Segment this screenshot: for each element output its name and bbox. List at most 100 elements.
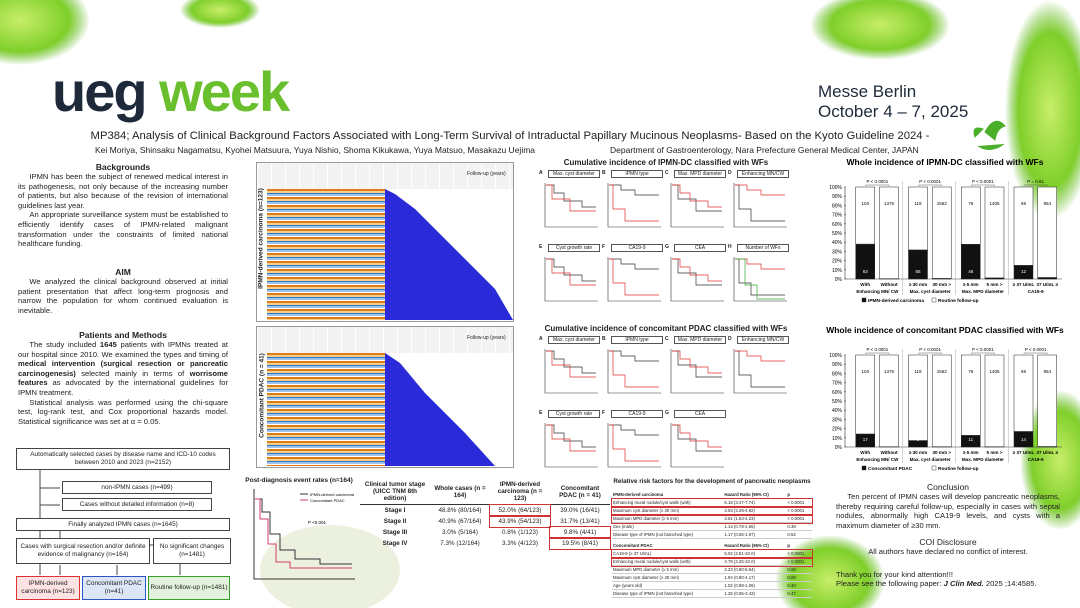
- panel-letter: D: [728, 336, 732, 342]
- side-label: IPMN-derived carcinoma (n=123): [257, 188, 265, 289]
- panel-letter: E: [539, 244, 543, 250]
- cell: Disease type of IPMN (not branched type): [613, 532, 694, 537]
- km-plot: [670, 257, 724, 302]
- axes: [733, 183, 787, 228]
- curve: [672, 184, 722, 208]
- axes: [607, 349, 661, 394]
- text: Please see the following paper:: [836, 579, 944, 589]
- cell: Hazard Ratio (95% CI): [724, 492, 769, 497]
- row: Sex (male) 1.14 (0.78-1.65) 0.38: [612, 523, 812, 531]
- row: Stage I 48.8% (80/164) 52.0% (64/123) 39.0%…: [360, 503, 610, 517]
- venue: Messe Berlin: [818, 82, 917, 101]
- flow-node: Cases without detailed information (n=8): [62, 498, 212, 511]
- panel-letter: A: [539, 170, 543, 176]
- heading: AIM: [115, 267, 131, 277]
- curve: [546, 184, 596, 208]
- axes: [733, 349, 787, 394]
- cell: Stage IV: [382, 539, 408, 547]
- flow-node: Routine follow-up (n=1481): [148, 576, 230, 600]
- cell: Disease type of IPMN (not branched type): [613, 591, 694, 596]
- km-title: Cumulative incidence of concomitant PDAC…: [544, 324, 788, 333]
- p-value: P <0.001: [308, 520, 327, 525]
- cell: 3.03 (2.29-4.92): [724, 508, 755, 513]
- cell: 7.3% (12/164): [440, 539, 480, 547]
- panel-letter: C: [665, 336, 669, 342]
- cell: 40.9% (67/164): [438, 517, 482, 525]
- flow-node: Automatically selected cases by disease …: [16, 448, 230, 470]
- axes: [544, 183, 598, 228]
- row: CA19-9 (≥ 37 U/mL) 5.02 (2.51-10.0) < 0.00…: [611, 548, 813, 559]
- cell: 0.38: [787, 524, 796, 529]
- thanks: Thank you for your kind attention!!!: [836, 570, 953, 580]
- km-panel: C Max. MPD diameter: [665, 170, 726, 238]
- heading: Patients and Methods: [79, 330, 167, 340]
- cell: 5.18 (3.47-7.74): [724, 500, 755, 505]
- row: Maximum cyst diameter (≥ 30 mm) 1.94 (0.9…: [612, 574, 812, 582]
- text-run: worrisome features: [18, 368, 228, 388]
- curve: [255, 498, 352, 565]
- curve: [735, 258, 785, 296]
- paragraph: The study included 1645 patients with IP…: [18, 340, 228, 398]
- km-panel: E Cyst growth rate: [539, 244, 600, 312]
- paragraph: IPMN has been the subject of renewed med…: [18, 172, 228, 210]
- panel-title: Enhancing MN/CW: [737, 336, 789, 344]
- row: Enhancing mural nodule/cyst walls (with)…: [611, 497, 813, 508]
- followup-area: [385, 353, 495, 466]
- cell: 0.08: [787, 567, 796, 572]
- heading: Conclusion: [926, 482, 970, 492]
- panel-letter: E: [539, 410, 543, 416]
- curve: [546, 258, 596, 282]
- panel-title: Max. MPD diameter: [674, 336, 726, 344]
- cell: 1.25 (0.65-3.43): [724, 591, 755, 596]
- cell: 39.0% (16/41): [560, 506, 600, 514]
- text-run: medical intervention (surgical resection…: [18, 359, 228, 378]
- curve: [672, 258, 722, 282]
- text-run: Statistical analysis was performed using…: [18, 397, 228, 426]
- cell: 1.17 (0.65-1.97): [724, 532, 755, 537]
- paragraph: All authors have declared no conflict of…: [868, 547, 1028, 557]
- paragraph: Ten percent of IPMN cases will develop p…: [836, 492, 1060, 530]
- cell: 52.0% (64/123): [489, 503, 551, 517]
- text-run: We analyzed the clinical background obse…: [18, 277, 228, 315]
- heatmap-header: [257, 163, 513, 189]
- cell: Maximum cyst diameter (≥ 30 mm): [613, 575, 680, 580]
- km-plot: [544, 183, 598, 228]
- curve: [546, 184, 596, 212]
- km-panel: G CEA: [665, 410, 726, 478]
- km-plot: [544, 349, 598, 394]
- logo: ueg week: [52, 62, 290, 122]
- curve: [546, 350, 596, 378]
- km-panel: G CEA: [665, 244, 726, 312]
- cell: 5.02 (2.51-10.0): [724, 551, 755, 556]
- heatmap-header: [257, 327, 513, 353]
- panel-title: CEA: [674, 244, 726, 252]
- km-plot: [733, 183, 787, 228]
- cell: Maximum MPD diameter (≥ 5 mm): [613, 516, 679, 521]
- curve: [255, 498, 352, 569]
- title: MP384; Analysis of Clinical Background F…: [90, 130, 930, 142]
- legend-label: IPMN-derived carcinoma: [310, 492, 355, 497]
- blob: [0, 0, 90, 65]
- cell: p: [787, 543, 791, 548]
- curve: [546, 258, 596, 286]
- text-run: The study included: [29, 340, 100, 349]
- event-plot: IPMN-derived carcinoma Concomitant PDAC …: [253, 489, 355, 580]
- blob: [775, 535, 885, 608]
- axes: [670, 349, 724, 394]
- curve: [672, 424, 722, 448]
- curve: [609, 424, 659, 436]
- cell: IPMN-derived carcinoma: [613, 492, 664, 497]
- km-panel: A Max. cyst diameter: [539, 336, 600, 404]
- panel-letter: G: [665, 244, 669, 250]
- backgrounds: Backgrounds IPMN has been the subject of …: [18, 162, 228, 249]
- text-run: 1645: [99, 340, 117, 349]
- km-plot: [544, 423, 598, 468]
- cell: 0.52: [787, 532, 796, 537]
- km-panel: D Enhancing MN/CW: [728, 170, 789, 238]
- heading: COI Disclosure: [919, 537, 977, 548]
- curve: [546, 424, 596, 452]
- row: Disease type of IPMN (not branched type)…: [612, 590, 812, 598]
- cell: 2.23 (0.90-5.54): [724, 567, 755, 572]
